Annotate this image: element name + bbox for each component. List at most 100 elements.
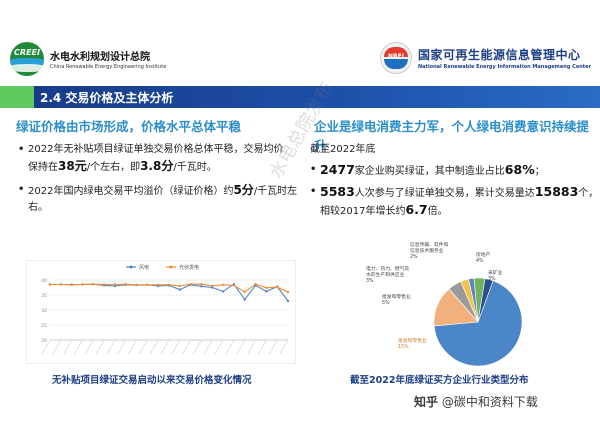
- pie-label: 批发和零售业: [382, 293, 411, 300]
- x-tick-mark: [128, 339, 137, 355]
- data-point: [200, 283, 203, 286]
- nrei-logo: NREI 国家可再生能源信息管理中心 National Renewable En…: [380, 42, 591, 74]
- data-point: [113, 283, 117, 286]
- x-tick-mark: [171, 339, 181, 355]
- price-value: 38元: [58, 159, 87, 173]
- pie-label: 信息技术服务业: [410, 247, 444, 254]
- data-point: [146, 283, 149, 286]
- pie-label: 制造业: [538, 333, 553, 340]
- y-tick-label: 30: [41, 308, 47, 314]
- growth-multiple: 6.7: [405, 202, 428, 217]
- x-tick-mark: [236, 339, 245, 355]
- data-point: [254, 283, 257, 286]
- y-tick-label: 25: [41, 323, 47, 329]
- data-point: [243, 298, 246, 301]
- x-tick-mark: [204, 339, 213, 355]
- data-point: [200, 285, 203, 288]
- x-tick-mark: [160, 339, 170, 355]
- data-point: [92, 283, 95, 286]
- industry-pie-chart-svg: 制造业68%批发和零售业15%批发和零售业5%电力、热力、燃气及水的生产和供应业…: [366, 241, 553, 367]
- data-point: [178, 284, 182, 288]
- pie-label: 3%: [366, 278, 374, 284]
- page-header: CREEI 水电水利规划设计总院 China Renewable Energy …: [0, 0, 600, 84]
- data-point: [232, 284, 236, 287]
- data-point: [124, 283, 127, 286]
- nrei-logo-icon: NREI: [380, 42, 412, 74]
- zhihu-watermark: 知乎 @碳中和资料下载: [414, 393, 538, 410]
- x-tick-mark: [63, 339, 72, 355]
- bullet-dot-icon: •: [310, 164, 317, 175]
- nrei-logo-text: NREI: [388, 53, 404, 60]
- pie-label: 15%: [398, 344, 409, 350]
- industry-pie-chart: 制造业 68% 批发和零售业 15% 批发和零售业 5% 电力、热力、燃气及 水的生产和供应业…: [318, 238, 600, 368]
- x-tick-mark: [149, 339, 159, 355]
- right-org-name: 国家可再生能源信息管理中心: [418, 48, 581, 62]
- chart-frame: [25, 259, 297, 365]
- data-point: [286, 299, 290, 303]
- right-org-name-en: National Renewable Energy Information Ma…: [418, 64, 592, 70]
- y-tick-label: 35: [41, 293, 47, 299]
- x-tick-mark: [214, 339, 224, 355]
- x-tick-mark: [268, 339, 278, 355]
- left-caption: 无补贴项目绿证交易启动以来交易价格变化情况: [52, 375, 252, 386]
- pie-label: 房地产: [476, 251, 491, 258]
- y-tick-label: 20: [41, 338, 47, 344]
- data-point: [102, 283, 106, 286]
- zhihu-logo: 知乎: [414, 395, 439, 409]
- right-caption: 截至2022年底绿证买方企业行业类型分布: [350, 375, 529, 386]
- data-point: [48, 283, 52, 286]
- legend-marker: [129, 265, 133, 269]
- x-tick-mark: [139, 339, 148, 355]
- trade-volume: 15883: [534, 184, 579, 199]
- right-bullet-1: • 2477家企业购买绿证，其中制造业占比68%；: [310, 162, 600, 180]
- participant-count: 5583: [320, 184, 355, 199]
- price-kwh-value: 3.8分: [140, 159, 174, 173]
- y-tick-label: 40: [41, 278, 47, 284]
- x-tick-mark: [225, 339, 235, 355]
- data-point: [265, 290, 268, 293]
- pie-label: 水的生产和供应业: [366, 271, 405, 278]
- x-tick-mark: [117, 339, 126, 355]
- data-point: [221, 290, 225, 293]
- premium-value: 5分: [233, 183, 254, 197]
- data-point: [275, 286, 279, 289]
- section-title: 2.4 交易价格及主体分析: [40, 91, 174, 105]
- bullet-text: 2022年无补贴项目绿证单独交易价格总体平稳，交易均价: [28, 144, 284, 155]
- right-heading: 企业是绿电消费主力军，个人绿电消费意识持续提升: [314, 119, 590, 153]
- x-tick-mark: [85, 339, 94, 355]
- left-bullet-1: • 2022年无补贴项目绿证单独交易价格总体平稳，交易均价 保持在38元/个左右…: [18, 142, 298, 176]
- data-point: [189, 283, 192, 286]
- right-bullets: 截至2022年底 • 2477家企业购买绿证，其中制造业占比68%； • 558…: [310, 142, 600, 224]
- pie-label: 3%: [488, 276, 496, 282]
- price-line-chart-svg: 20 25 30 35 40 风电 光伏发电: [25, 259, 297, 365]
- pie-label: 2%: [410, 254, 418, 260]
- pie-label: 采矿业: [488, 269, 503, 276]
- data-point: [70, 283, 73, 286]
- section-accent: [0, 86, 34, 108]
- x-tick-mark: [258, 339, 267, 355]
- creei-logo-icon: CREEI: [10, 42, 44, 76]
- manufacturing-share: 68%: [504, 162, 535, 177]
- x-tick-mark: [279, 339, 289, 355]
- legend-label: 风电: [139, 264, 149, 271]
- legend-marker: [169, 265, 173, 269]
- x-tick-mark: [41, 339, 51, 355]
- right-intro: 截至2022年底: [310, 144, 376, 155]
- pie-label: 信息传输、软件和: [410, 241, 449, 248]
- legend-label: 光伏发电: [179, 264, 199, 271]
- x-tick-mark: [74, 339, 83, 355]
- zhihu-author: @碳中和资料下载: [441, 395, 538, 409]
- pie-label: 5%: [382, 300, 390, 306]
- x-tick-mark: [193, 339, 202, 355]
- pie-slice: [433, 280, 523, 367]
- data-point: [265, 286, 268, 289]
- data-point: [211, 284, 214, 288]
- pie-label: 电力、热力、燃气及: [366, 265, 409, 272]
- creei-logo-text: CREEI: [14, 48, 40, 57]
- right-bullet-2: • 5583人次参与了绿证单独交易，累计交易量达15883个， 相较2017年增…: [310, 184, 600, 220]
- pie-label: 4%: [476, 258, 484, 264]
- x-tick-mark: [52, 339, 62, 355]
- price-line-chart: 20 25 30 35 40 风电 光伏发电: [25, 259, 297, 365]
- data-point: [221, 283, 225, 286]
- data-point: [81, 283, 84, 286]
